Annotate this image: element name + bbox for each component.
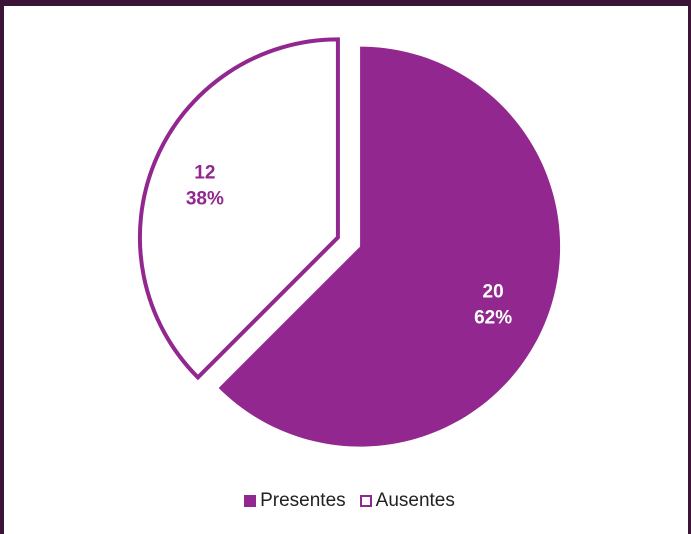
slice-value-label-presentes: 20 <box>483 282 504 303</box>
pie-slice-ausentes <box>137 37 340 381</box>
legend-item-presentes: Presentes <box>244 490 346 512</box>
legend-swatch-presentes <box>244 495 257 507</box>
legend-label-ausentes: Ausentes <box>375 490 455 511</box>
pie-slice-presentes <box>218 46 561 447</box>
slice-value-label-ausentes: 12 <box>194 162 215 183</box>
chart-legend: Presentes Ausentes <box>4 490 691 512</box>
pie-chart: 20 62% 12 38% <box>137 37 561 447</box>
slice-percent-label-ausentes: 38% <box>186 188 224 209</box>
legend-item-ausentes: Ausentes <box>359 490 455 512</box>
legend-swatch-ausentes <box>359 495 372 507</box>
slice-percent-label-presentes: 62% <box>474 308 512 329</box>
legend-label-presentes: Presentes <box>260 490 346 511</box>
